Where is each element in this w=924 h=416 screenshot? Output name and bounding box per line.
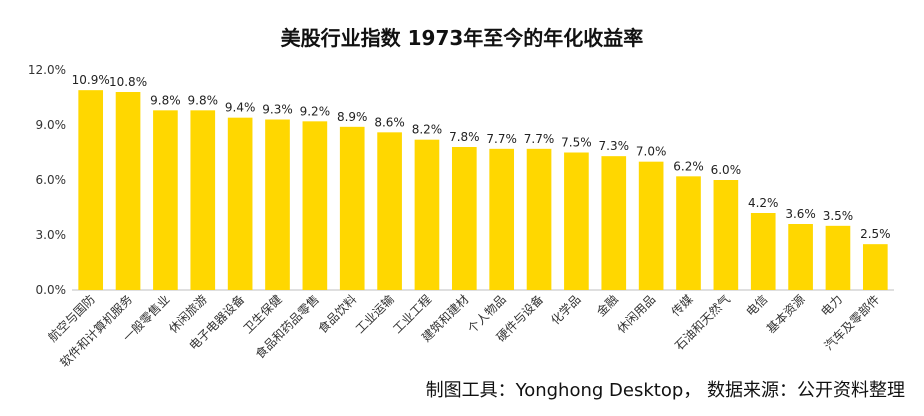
x-tick-label: 工业运输 [352,292,397,337]
chart-title: 美股行业指数 1973年至今的年化收益率 [281,26,644,50]
y-tick-label: 0.0% [36,283,67,297]
bar [451,147,477,290]
bar [862,244,888,290]
bar [564,152,589,290]
data-label: 9.4% [225,101,256,115]
bar [115,92,141,290]
bar [265,119,290,290]
bar [377,132,402,290]
data-label: 3.5% [823,209,854,223]
data-label: 7.7% [486,132,517,146]
y-tick-label: 9.0% [36,118,67,132]
bar [339,126,365,290]
x-tick-label: 化学品 [547,292,583,328]
x-tick-label: 食品饮料 [315,292,360,337]
bar [526,148,552,290]
category-labels: 航空与国防软件和计算机服务一般零售业休闲旅游电子电器设备卫生保健食品和药品零售食… [45,292,883,370]
bar [638,161,664,290]
y-tick-label: 12.0% [28,63,66,77]
data-label: 6.0% [711,163,742,177]
bar [227,117,253,291]
bars [78,90,888,291]
data-label: 7.7% [524,132,555,146]
bar [825,225,851,290]
data-label: 7.3% [599,139,630,153]
data-label: 8.9% [337,110,368,124]
data-label: 4.2% [748,196,779,210]
bar [601,156,627,290]
footer-source: 制图工具：Yonghong Desktop， 数据来源：公开资料整理 [426,380,905,401]
data-label: 7.0% [636,145,667,159]
x-tick-label: 传媒 [668,292,696,320]
data-label: 6.2% [673,159,704,173]
data-label: 9.2% [300,104,331,118]
bar [302,121,328,290]
data-labels: 10.9% 10.8%9.8% 9.8%9.4% 9.3% 9.2% 8.9% 8.6%8.… [72,73,891,241]
y-tick-label: 6.0% [36,173,67,187]
data-label: 10.8% [109,75,147,89]
x-tick-label: 基本资源 [764,292,808,336]
y-axis: 0.0% 3.0% 6.0% 9.0% 12.0% [28,63,66,297]
x-tick-label: 电信 [743,292,770,319]
data-label: 9.8% [150,93,181,107]
bar [190,110,216,290]
bar [713,180,739,290]
bar [414,139,440,290]
data-label: 8.2% [412,123,443,137]
data-label: 7.5% [561,136,592,150]
x-tick-label: 食品和药品零售 [252,292,322,362]
data-label: 9.8% [188,93,219,107]
x-tick-label: 休闲用品 [614,292,658,336]
x-tick-label: 电力 [818,292,845,319]
bar [153,110,178,290]
data-label: 7.8% [449,130,480,144]
bar [788,224,813,290]
x-tick-label: 金融 [593,292,621,320]
bar [78,90,104,291]
data-label: 8.6% [374,115,405,129]
data-label: 3.6% [785,207,816,221]
data-label: 9.3% [262,103,293,117]
bar [750,213,776,290]
bar [676,176,701,290]
bar [489,148,515,290]
y-tick-label: 3.0% [36,228,67,242]
data-label: 2.5% [860,227,891,241]
data-label: 10.9% [72,73,110,87]
